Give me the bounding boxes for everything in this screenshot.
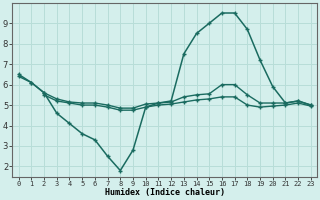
X-axis label: Humidex (Indice chaleur): Humidex (Indice chaleur) [105, 188, 225, 197]
